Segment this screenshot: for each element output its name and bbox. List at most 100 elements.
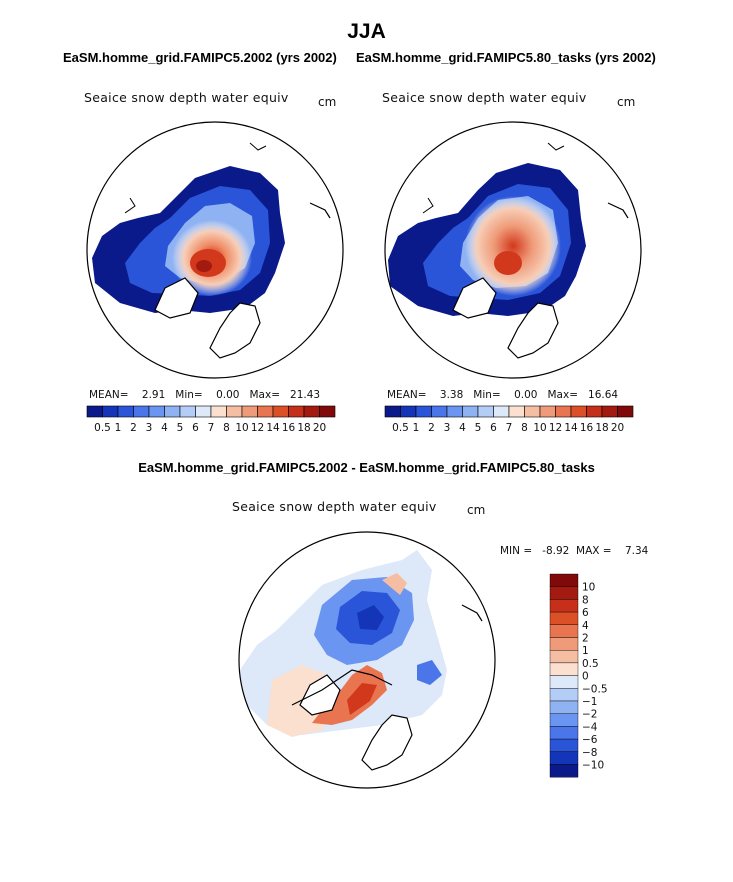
colorbar-tick-label: 2	[582, 633, 589, 645]
colorbar-tick-label: 7	[208, 422, 215, 434]
panel-diff-unit: cm	[467, 503, 486, 517]
colorbar-tick-label: 18	[595, 422, 608, 434]
colorbar-tick-label: 6	[192, 422, 199, 434]
coastline	[361, 714, 413, 771]
colorbar-swatch-0-10	[241, 405, 258, 418]
panel-left-field-label: Seaice snow depth water equiv	[84, 90, 289, 105]
colorbar-swatch-1-1	[400, 405, 417, 418]
colorbar-tick-label: 7	[506, 422, 513, 434]
colorbar-swatch-0-1	[102, 405, 119, 418]
colorbar-swatch-0-2	[117, 405, 134, 418]
colorbar-tick-label: 20	[611, 422, 624, 434]
colorbar-swatch-1-3	[431, 405, 448, 418]
colorbar-tick-label: 0.5	[392, 422, 409, 434]
colorbar-swatch-0-13	[288, 405, 305, 418]
colorbar-swatch-diff-15	[549, 764, 579, 778]
greenland-land	[452, 277, 497, 319]
panel-diff-title: EaSM.homme_grid.FAMIPC5.2002 - EaSM.homm…	[138, 460, 595, 475]
colorbar-tick-label: −0.5	[582, 683, 608, 695]
colorbar-swatch-1-6	[477, 405, 494, 418]
colorbar-swatch-1-10	[539, 405, 556, 418]
colorbar-swatch-diff-2	[549, 599, 579, 613]
colorbar-tick-label: 3	[146, 422, 153, 434]
colorbar-tick-label: 20	[313, 422, 326, 434]
colorbar-swatch-0-6	[179, 405, 196, 418]
panel-diff-stats: MIN = -8.92 MAX = 7.34	[500, 545, 649, 557]
colorbar-swatch-diff-1	[549, 586, 579, 600]
colorbar-tick-label: 4	[161, 422, 168, 434]
colorbar-tick-label: 8	[582, 594, 589, 606]
colorbar-tick-label: 2	[428, 422, 435, 434]
colorbar-swatch-1-15	[617, 405, 634, 418]
colorbar-swatch-0-12	[272, 405, 289, 418]
colorbar-swatch-1-8	[508, 405, 525, 418]
colorbar-swatch-1-0	[384, 405, 401, 418]
colorbar-swatch-diff-6	[549, 649, 579, 664]
colorbar-tick-label: 10	[582, 582, 595, 594]
coastline	[209, 302, 261, 359]
colorbar-swatch-1-14	[601, 405, 618, 418]
colorbar-swatch-0-11	[257, 405, 274, 418]
colorbar-swatch-diff-14	[549, 751, 579, 765]
colorbar-swatch-diff-13	[549, 738, 579, 753]
panel-left-title: EaSM.homme_grid.FAMIPC5.2002 (yrs 2002)	[63, 50, 337, 65]
page-title: JJA	[347, 20, 386, 43]
colorbar-tick-label: 8	[521, 422, 528, 434]
colorbar-swatch-0-7	[195, 405, 212, 418]
colorbar-swatch-diff-4	[549, 624, 579, 638]
colorbar-tick-label: 5	[177, 422, 184, 434]
colorbar-swatch-diff-8	[549, 675, 579, 689]
colorbar-swatch-1-5	[462, 405, 479, 418]
colorbar-tick-label: 10	[533, 422, 546, 434]
panel-diff-map	[238, 531, 496, 789]
colorbar-tick-label: 0.5	[582, 658, 599, 670]
panel-right-unit: cm	[617, 95, 636, 109]
colorbar-tick-label: 8	[223, 422, 230, 434]
colorbar-tick-label: 6	[490, 422, 497, 434]
colorbar-tick-label: 0.5	[94, 422, 111, 434]
colorbar-swatch-diff-7	[549, 662, 579, 676]
panel-left-colorbar: 0.5 1 2 3 4 5 6 7 8 10 12 14 16 18 20	[86, 405, 336, 434]
colorbar-tick-label: −10	[582, 760, 604, 772]
panel-left-unit: cm	[318, 95, 337, 109]
colorbar-tick-label: 14	[266, 422, 280, 434]
colorbar-swatch-diff-10	[549, 700, 579, 714]
colorbar-tick-label: 14	[564, 422, 578, 434]
panel-right-field-label: Seaice snow depth water equiv	[382, 90, 587, 105]
greenland-land	[154, 277, 199, 319]
colorbar-tick-label: 6	[582, 607, 589, 619]
coastline	[507, 302, 559, 359]
colorbar-tick-label: 1	[115, 422, 122, 434]
colorbar-swatch-diff-11	[549, 713, 579, 727]
snow-max-region	[465, 196, 561, 296]
colorbar-tick-label: 1	[413, 422, 420, 434]
colorbar-swatch-1-2	[415, 405, 432, 418]
colorbar-swatch-0-4	[148, 405, 165, 418]
colorbar-swatch-0-14	[303, 405, 320, 418]
colorbar-swatch-1-11	[555, 405, 572, 418]
panel-right-colorbar: 0.5 1 2 3 4 5 6 7 8 10 12 14 16 18 20	[384, 405, 634, 434]
colorbar-tick-label: 16	[580, 422, 594, 434]
colorbar-tick-label: 4	[459, 422, 466, 434]
colorbar-tick-label: 12	[549, 422, 562, 434]
colorbar-tick-label: 10	[235, 422, 248, 434]
colorbar-tick-label: −8	[582, 747, 597, 759]
colorbar-swatch-1-12	[570, 405, 587, 418]
colorbar-swatch-diff-9	[549, 688, 579, 702]
panel-left-stats: MEAN= 2.91 Min= 0.00 Max= 21.43	[89, 389, 321, 401]
panel-right-map	[384, 121, 642, 379]
map-boundary-circle	[238, 531, 496, 789]
colorbar-tick-label: 18	[297, 422, 310, 434]
colorbar-tick-label: 5	[475, 422, 482, 434]
colorbar-swatch-0-9	[226, 405, 243, 418]
colorbar-tick-label: 12	[251, 422, 264, 434]
colorbar-tick-label: −1	[582, 696, 597, 708]
panel-left-map	[86, 121, 344, 379]
colorbar-swatch-0-5	[164, 405, 181, 418]
colorbar-swatch-1-7	[493, 405, 510, 418]
colorbar-swatch-0-15	[319, 405, 336, 418]
panel-right-title: EaSM.homme_grid.FAMIPC5.80_tasks (yrs 20…	[356, 50, 656, 65]
colorbar-tick-label: 1	[582, 645, 589, 657]
panel-diff-field-label: Seaice snow depth water equiv	[232, 499, 437, 514]
